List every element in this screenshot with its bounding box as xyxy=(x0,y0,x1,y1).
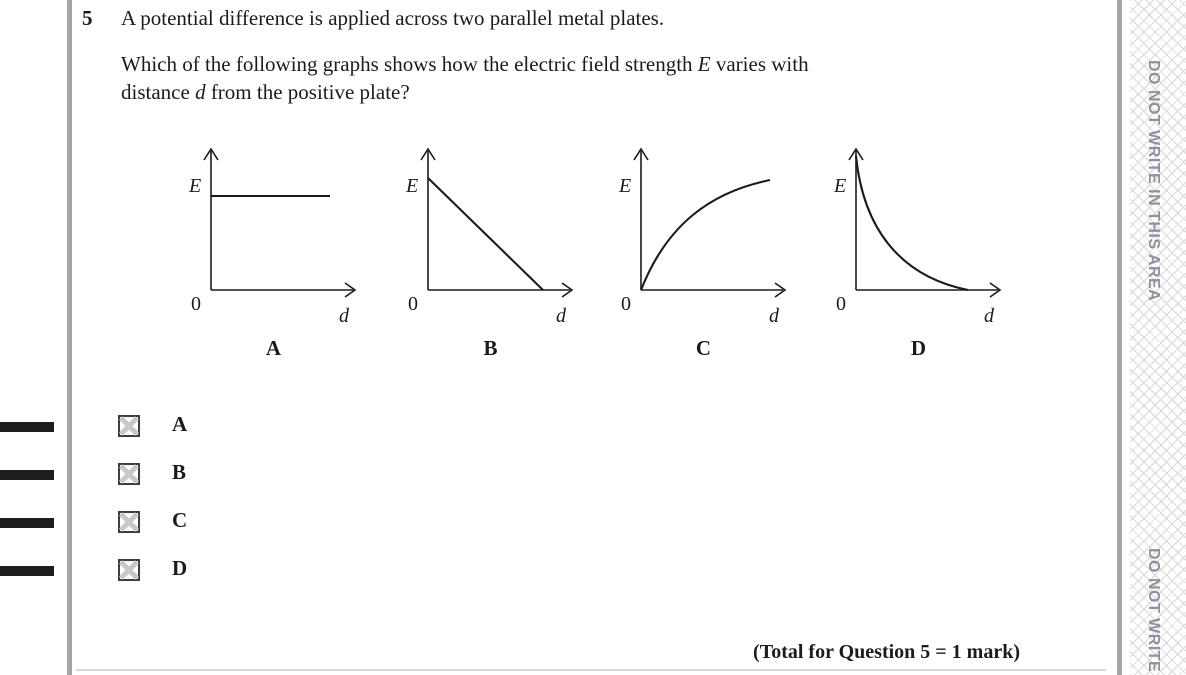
answer-checkbox-d[interactable] xyxy=(118,559,140,581)
answer-checkbox-b[interactable] xyxy=(118,463,140,485)
question-number: 5 xyxy=(82,6,93,30)
graph-b-curve xyxy=(427,177,544,291)
binding-mark xyxy=(0,470,54,480)
question-text: A potential difference is applied across… xyxy=(121,6,665,30)
option-label-c: C xyxy=(172,508,188,532)
graph-b-plot: E 0 d xyxy=(405,147,574,326)
left-margin-rule xyxy=(67,0,72,675)
question-text-line1: A potential difference is applied across… xyxy=(121,6,664,31)
y-axis-label: E xyxy=(405,175,418,197)
option-label-a: A xyxy=(172,412,188,436)
graph-option-b: E 0 d B xyxy=(398,140,583,365)
symbol-d: d xyxy=(195,80,206,104)
option-label-b: B xyxy=(172,460,187,484)
binding-mark xyxy=(0,518,54,528)
x-axis-label: d xyxy=(769,305,780,326)
graph-b-caption: B xyxy=(483,336,498,360)
binding-mark xyxy=(0,566,54,576)
graph-option-c: E 0 d C xyxy=(611,140,796,365)
question-divider-rule xyxy=(76,669,1106,671)
question-text-line3: distance d from the positive plate? xyxy=(121,80,410,105)
x-axis-label: d xyxy=(984,305,995,326)
graph-a-plot: E 0 d xyxy=(188,147,357,326)
origin-label: 0 xyxy=(408,293,418,315)
total-marks-text: (Total for Question 5 = 1 mark) xyxy=(753,641,1020,663)
origin-label: 0 xyxy=(621,293,631,315)
question-text-line2: Which of the following graphs shows how … xyxy=(121,52,809,77)
graph-d-caption: D xyxy=(910,336,927,360)
answer-checkbox-a[interactable] xyxy=(118,415,140,437)
origin-label: 0 xyxy=(836,293,846,315)
graph-a-caption: A xyxy=(265,336,282,360)
x-axis-label: d xyxy=(339,305,350,326)
answer-checkbox-c[interactable] xyxy=(118,511,140,533)
do-not-write-sidebar: DO NOT WRITE IN THIS AREA DO NOT WRITE I… xyxy=(1130,0,1186,675)
do-not-write-watermark: DO NOT WRITE IN THIS AREA xyxy=(1145,548,1162,675)
symbol-E: E xyxy=(697,52,711,76)
graph-option-a: E 0 d A xyxy=(181,140,366,365)
y-axis-label: E xyxy=(833,175,846,197)
origin-label: 0 xyxy=(191,293,201,315)
y-axis-label: E xyxy=(188,175,201,197)
graph-c-caption: C xyxy=(695,336,712,360)
graph-d-plot: E 0 d xyxy=(833,147,1002,326)
question-text: distance xyxy=(121,80,196,104)
graph-c-plot: E 0 d xyxy=(618,147,787,326)
question-text: varies with xyxy=(710,52,809,76)
graph-d-curve xyxy=(854,155,969,292)
binding-mark xyxy=(0,422,54,432)
graph-option-d: E 0 d D xyxy=(826,140,1011,365)
question-text: from the positive plate? xyxy=(205,80,410,104)
x-axis-label: d xyxy=(556,305,567,326)
option-label-d: D xyxy=(172,556,188,580)
graph-c-curve xyxy=(640,178,771,291)
y-axis-label: E xyxy=(618,175,631,197)
right-margin-rule xyxy=(1117,0,1122,675)
do-not-write-watermark: DO NOT WRITE IN THIS AREA xyxy=(1145,60,1162,302)
question-text: Which of the following graphs shows how … xyxy=(121,52,698,76)
